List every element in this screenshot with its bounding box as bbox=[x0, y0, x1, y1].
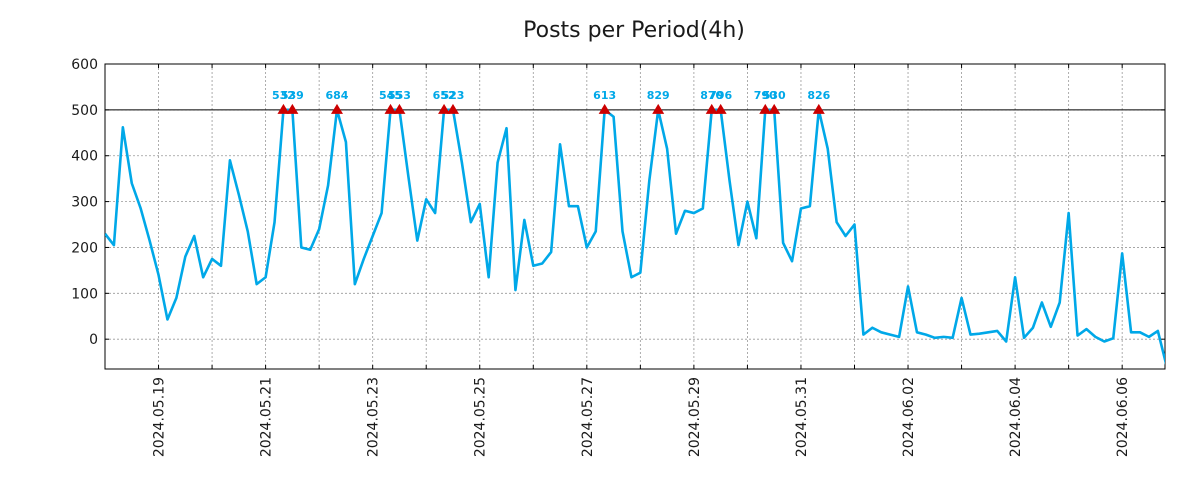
peak-label: 523 bbox=[441, 89, 464, 102]
peak-marker bbox=[393, 103, 406, 114]
peak-marker bbox=[759, 103, 772, 114]
peak-marker bbox=[768, 103, 781, 114]
x-tick-label: 2024.05.21 bbox=[259, 377, 275, 457]
peak-marker bbox=[652, 103, 665, 114]
y-tick-label: 200 bbox=[71, 240, 98, 256]
peak-label: 553 bbox=[388, 89, 411, 102]
x-tick-label: 2024.06.06 bbox=[1115, 377, 1131, 457]
x-tick-label: 2024.05.27 bbox=[580, 377, 596, 457]
x-tick-label: 2024.05.25 bbox=[473, 377, 489, 457]
peak-label: 539 bbox=[281, 89, 304, 102]
y-tick-label: 300 bbox=[71, 195, 98, 211]
peak-label: 826 bbox=[807, 89, 830, 102]
peak-marker bbox=[438, 103, 451, 114]
peak-label: 790 bbox=[754, 89, 777, 102]
tick-labels: 0 100 200 300 400 500 600 2024.05.19 2024.05.21 2… bbox=[71, 57, 1131, 457]
y-tick-label: 500 bbox=[71, 103, 98, 119]
y-tick-label: 100 bbox=[71, 286, 98, 302]
peak-marker bbox=[812, 103, 825, 114]
peak-marker bbox=[705, 103, 718, 114]
series-line bbox=[105, 108, 1165, 365]
peak-label: 870 bbox=[700, 89, 723, 102]
peak-marker bbox=[446, 103, 459, 114]
x-tick-label: 2024.05.23 bbox=[366, 377, 382, 457]
x-tick-label: 2024.06.04 bbox=[1008, 377, 1024, 457]
peak-marker bbox=[277, 103, 290, 114]
data-layer bbox=[105, 103, 1165, 365]
peak-label: 545 bbox=[379, 89, 402, 102]
x-tick-label: 2024.05.31 bbox=[794, 377, 810, 457]
x-tick-label: 2024.05.19 bbox=[152, 377, 168, 457]
peak-label: 796 bbox=[709, 89, 732, 102]
y-tick-label: 600 bbox=[71, 57, 98, 73]
peak-marker bbox=[598, 103, 611, 114]
chart-title: Posts per Period(4h) bbox=[523, 18, 745, 43]
peak-label: 829 bbox=[647, 89, 670, 102]
peak-label: 530 bbox=[763, 89, 786, 102]
peak-marker bbox=[286, 103, 299, 114]
peak-label: 613 bbox=[593, 89, 616, 102]
y-tick-label: 0 bbox=[89, 332, 98, 348]
y-tick-label: 400 bbox=[71, 149, 98, 165]
peak-marker bbox=[714, 103, 727, 114]
x-tick-label: 2024.06.02 bbox=[901, 377, 917, 457]
peak-label: 652 bbox=[433, 89, 456, 102]
peak-marker bbox=[384, 103, 397, 114]
peak-label: 684 bbox=[326, 89, 349, 102]
peak-marker bbox=[330, 103, 343, 114]
peak-label: 532 bbox=[272, 89, 295, 102]
x-tick-label: 2024.05.29 bbox=[687, 377, 703, 457]
plot-frame bbox=[104, 63, 1166, 370]
